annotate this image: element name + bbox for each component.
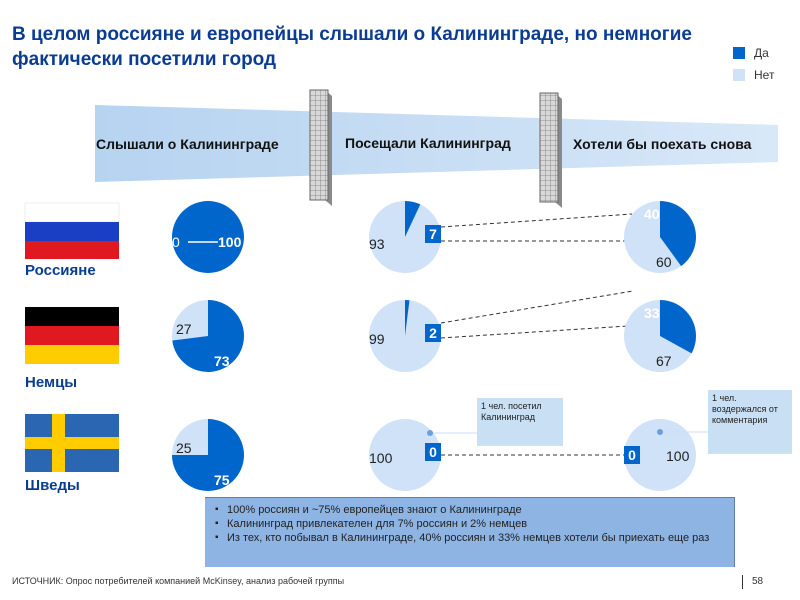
pie-label-no: 93: [369, 236, 385, 252]
pie-slice-no: [369, 419, 441, 491]
connector-germany-top: [440, 290, 634, 324]
summary-point-3: Из тех, кто побывал в Калининграде, 40% …: [215, 531, 726, 545]
visited-share-box: [425, 225, 441, 243]
summary-point-2: Калининград привлекателен для 7% россиян…: [215, 517, 726, 531]
filter-gate-2: [539, 92, 562, 208]
legend-item-no: Нет: [733, 64, 774, 86]
pie-russia-heard: 0 100: [172, 201, 244, 273]
filter-gate-1: [309, 89, 332, 206]
pie-label-no: 25: [176, 440, 192, 456]
country-label-russia: Россияне: [25, 262, 96, 279]
pie-germany-heard: 27 73: [172, 300, 244, 372]
legend-label-no: Нет: [754, 68, 775, 82]
pie-slice-yes: [172, 300, 244, 372]
country-label-sweden: Шведы: [25, 477, 80, 494]
callout-visited: 1 чел. посетил Калининград: [477, 398, 563, 446]
pie-slice-no: [368, 300, 441, 373]
pie-slice-yes: [405, 300, 410, 336]
pie-slice-no: [172, 300, 208, 341]
visited-share-box: [425, 443, 441, 461]
legend-swatch-yes: [733, 47, 745, 59]
legend: Да Нет: [733, 42, 774, 86]
pie-label-no: 67: [656, 353, 672, 369]
pie-slice-no: [624, 300, 692, 372]
pie-label-yes: 73: [214, 353, 230, 369]
connector-russia-top: [440, 213, 633, 228]
pie-label-yes: 33: [644, 305, 660, 321]
stage-label-heard: Слышали о Калининграде: [96, 136, 279, 152]
callout-markers: [427, 429, 708, 436]
callout-dot-visited: [427, 430, 433, 436]
connector-lines: [440, 213, 634, 456]
pie-germany-return: 33 67: [624, 300, 697, 372]
pie-label-no: 100: [666, 448, 690, 464]
pie-label-yes: 2: [429, 325, 437, 341]
page-title: В целом россияне и европейцы слышали о К…: [12, 24, 692, 70]
pie-label-yes: 0: [429, 444, 437, 460]
pie-germany-visited: 2 99: [368, 300, 441, 373]
pie-slice-yes: [405, 201, 421, 237]
pie-slice-no: [624, 201, 682, 273]
legend-item-yes: Да: [733, 42, 774, 64]
pie-slice-yes: [660, 300, 697, 354]
page-number: 58: [752, 576, 764, 587]
pie-sweden-visited: 0 100: [369, 419, 441, 491]
return-share-box: [624, 446, 640, 464]
callout-dot-refrained: [657, 429, 663, 435]
visited-share-box: [425, 324, 441, 342]
pie-slice-no: [172, 419, 208, 455]
source-note: ИСТОЧНИК: Опрос потребителей компанией M…: [12, 576, 345, 586]
summary-box: 100% россиян и ~75% европейцев знают о К…: [205, 497, 735, 567]
country-label-germany: Немцы: [25, 374, 77, 391]
pie-slice-no: [624, 419, 696, 491]
pie-sweden-return: 0 100: [624, 419, 696, 491]
pie-slice-yes: [172, 419, 244, 491]
pies: 0 100 7 93 40 60 27 73 2 99 33 67 25 75 0 100 0 100: [172, 201, 697, 491]
pie-sweden-heard: 25 75: [172, 419, 244, 491]
connector-germany-bottom: [440, 325, 629, 339]
sweden-flag: [25, 414, 119, 472]
callout-refrained: 1 чел. воздержался от комментария: [708, 390, 792, 454]
pie-label-no: 99: [369, 331, 385, 347]
pie-slice-yes: [660, 201, 697, 267]
pie-russia-return: 40 60: [624, 201, 697, 273]
legend-label-yes: Да: [754, 46, 769, 60]
pie-label-no: 27: [176, 321, 192, 337]
legend-swatch-no: [733, 69, 745, 81]
pie-label-yes: 100: [218, 234, 242, 250]
pie-russia-visited: 7 93: [368, 201, 442, 273]
pie-label-yes: 40: [644, 206, 660, 222]
pie-label-no: 60: [656, 254, 672, 270]
stage-label-visited: Посещали Калининград: [345, 135, 511, 151]
pie-label-yes: 75: [214, 472, 230, 488]
pie-label-yes: 7: [429, 226, 437, 242]
pie-label-no: 100: [369, 450, 393, 466]
pie-slice-yes: [172, 201, 244, 273]
stage-label-return: Хотели бы поехать снова: [573, 136, 752, 152]
summary-point-1: 100% россиян и ~75% европейцев знают о К…: [215, 503, 726, 517]
pie-label-no: 0: [172, 234, 180, 250]
russia-flag: [24, 202, 120, 259]
funnel-band: [95, 105, 778, 182]
germany-flag: [25, 307, 119, 364]
page-divider: [742, 575, 743, 589]
pie-label-yes: 0: [628, 447, 636, 463]
